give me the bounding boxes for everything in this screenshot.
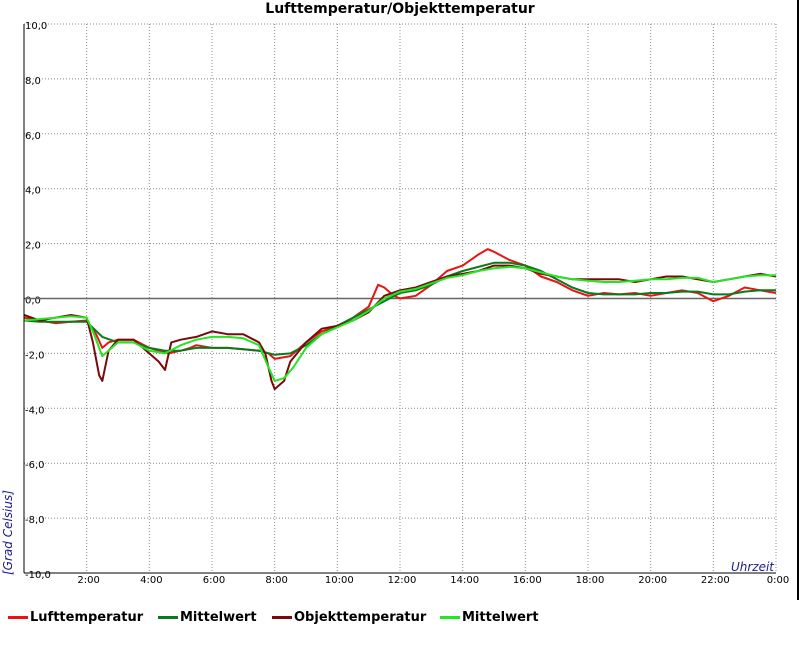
legend-label: Lufttemperatur	[30, 609, 144, 625]
y-tick-label: -10,0	[25, 570, 51, 581]
legend-label: Mittelwert	[180, 609, 257, 625]
x-tick-label: 12:00	[388, 575, 417, 586]
legend-swatch	[8, 615, 28, 619]
series-line-2	[23, 261, 776, 356]
chart-canvas: Lufttemperatur/Objekttemperatur 10,0 8,0 6…	[1, 0, 799, 600]
x-tick-label: 6:00	[203, 575, 225, 586]
chart-title: Lufttemperatur/Objekttemperatur	[265, 1, 535, 17]
legend-item-lufttemperatur: Lufttemperatur	[8, 606, 143, 628]
x-tick-label: 22:00	[701, 575, 730, 586]
x-tick-label: 8:00	[265, 575, 287, 586]
legend-item-mittelwert-2: Mittelwert	[440, 606, 539, 628]
x-tick-label: 10:00	[325, 575, 354, 586]
series-line-4	[23, 265, 776, 382]
y-tick-label: 8,0	[25, 76, 41, 87]
y-tick-label: 4,0	[25, 186, 41, 197]
y-tick-label: -6,0	[25, 460, 45, 471]
legend: Lufttemperatur Mittelwert Objekttemperat…	[0, 606, 800, 630]
y-tick-label: -8,0	[25, 515, 45, 526]
y-tick-labels: 10,0 8,0 6,0 4,0 2,0 0,0 -2,0 -4,0 -6,0 -8,0 -10,0	[25, 21, 51, 581]
legend-label: Mittelwert	[462, 609, 539, 625]
x-tick-labels: 2:00 4:00 6:00 8:00 10:00 12:00 14:00 16:00 18:0…	[77, 575, 789, 586]
legend-swatch	[158, 615, 178, 619]
legend-item-mittelwert-1: Mittelwert	[158, 606, 257, 628]
x-tick-label: 0:00	[767, 575, 789, 586]
y-tick-label: 2,0	[25, 241, 41, 252]
series-group	[23, 248, 777, 391]
legend-swatch	[440, 615, 460, 619]
legend-swatch	[272, 615, 292, 619]
y-tick-label: 10,0	[25, 21, 47, 32]
y-axis-label: [Grad Celsius]	[1, 490, 15, 575]
legend-label: Objekttemperatur	[294, 609, 427, 625]
x-tick-label: 14:00	[450, 575, 479, 586]
x-tick-label: 16:00	[513, 575, 542, 586]
y-tick-label: 6,0	[25, 131, 41, 142]
x-tick-label: 18:00	[576, 575, 605, 586]
legend-item-objekttemperatur: Objekttemperatur	[272, 606, 426, 628]
x-tick-label: 2:00	[77, 575, 99, 586]
y-tick-label: -4,0	[25, 405, 45, 416]
x-tick-label: 4:00	[140, 575, 162, 586]
x-tick-label: 20:00	[638, 575, 667, 586]
y-tick-label: 0,0	[25, 296, 41, 307]
x-axis-label: Uhrzeit	[731, 560, 775, 574]
y-tick-label: -2,0	[25, 350, 45, 361]
